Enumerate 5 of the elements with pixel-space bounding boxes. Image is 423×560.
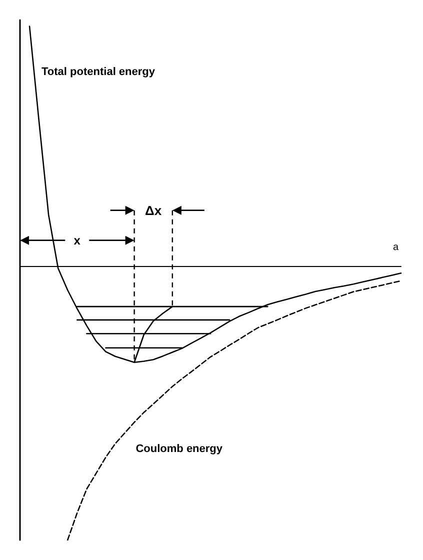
annotation: x: [74, 233, 81, 248]
series-label: Total potential energy: [42, 66, 156, 78]
annotation: Δx: [145, 202, 162, 218]
x-axis-title: a: [393, 242, 399, 253]
series-label: Coulomb energy: [136, 442, 224, 455]
